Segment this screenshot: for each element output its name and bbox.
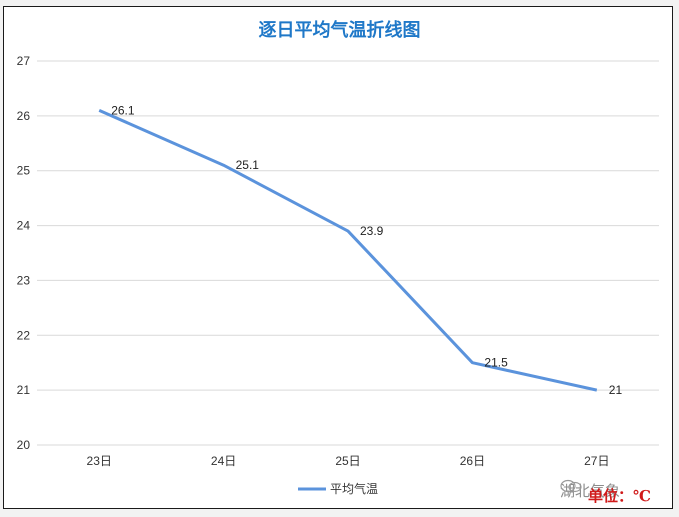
gridlines: [37, 60, 659, 446]
y-tick-label: 25: [17, 164, 31, 178]
y-tick-label: 21: [17, 383, 31, 397]
data-label: 21: [609, 383, 623, 397]
x-axis-ticks: 23日 24日 25日 26日 27日: [87, 454, 610, 468]
unit-label: 单位：℃: [588, 487, 651, 505]
y-axis-ticks: 20 21 22 23 24 25 26 27: [17, 54, 31, 452]
y-tick-label: 26: [17, 109, 31, 123]
x-tick-label: 23日: [87, 454, 112, 468]
legend: 平均气温: [298, 481, 378, 496]
wechat-icon: [560, 479, 582, 493]
data-label: 25.1: [236, 158, 260, 172]
y-tick-label: 27: [17, 54, 31, 68]
y-tick-label: 22: [17, 328, 31, 342]
y-tick-label: 24: [17, 219, 31, 233]
chart-area: [3, 6, 673, 509]
x-tick-label: 24日: [211, 454, 236, 468]
chart-title: 逐日平均气温折线图: [258, 20, 421, 41]
y-tick-label: 20: [17, 438, 31, 452]
x-tick-label: 27日: [584, 454, 609, 468]
x-tick-label: 25日: [335, 454, 360, 468]
data-label: 26.1: [111, 103, 135, 117]
y-tick-label: 23: [17, 273, 31, 287]
legend-entry: 平均气温: [330, 481, 378, 496]
data-labels: 26.1 25.1 23.9 21.5 21: [111, 103, 622, 397]
data-label: 21.5: [484, 356, 508, 370]
series-layer: [98, 108, 598, 392]
watermark: 湖北气象: [560, 479, 620, 501]
series-line: [98, 108, 598, 392]
data-label: 23.9: [360, 224, 384, 238]
x-tick-label: 26日: [460, 454, 485, 468]
